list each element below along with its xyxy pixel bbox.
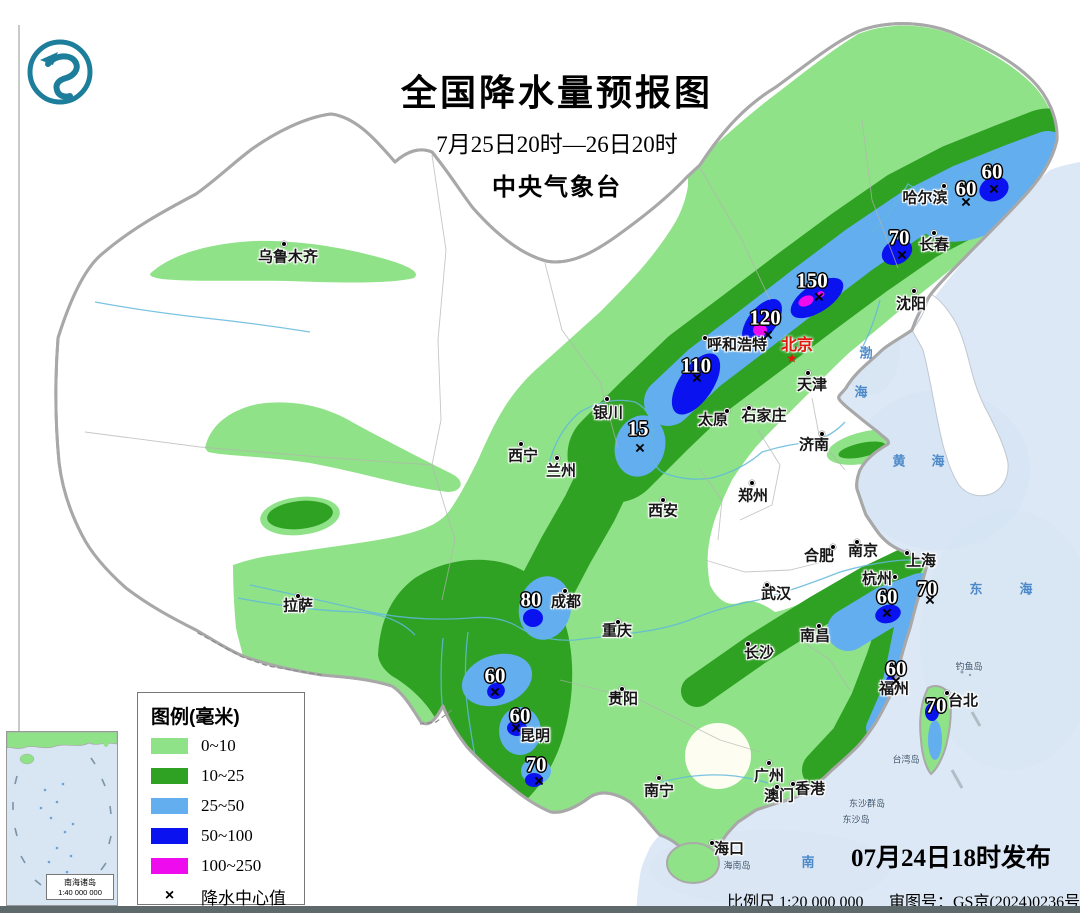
precip-center-symbol: × <box>164 887 175 904</box>
left-frame-line <box>18 25 20 732</box>
inset-scale: 1:40 000 000 <box>58 888 102 897</box>
china-border <box>54 22 1059 870</box>
legend-item-label: 25~50 <box>201 796 245 815</box>
map-header: 全国降水量预报图 7月25日20时—26日20时 中央气象台 <box>401 64 713 202</box>
disputed-border-dashes <box>195 631 453 725</box>
cma-logo-icon <box>22 32 96 113</box>
korea-peninsula <box>911 293 1009 497</box>
legend-item-label: 0~10 <box>201 736 236 755</box>
south-china-sea-inset: 南海诸岛 1:40 000 000 <box>6 731 118 906</box>
inset-label-box: 南海诸岛 1:40 000 000 <box>46 874 114 900</box>
legend: 图例(毫米) 0~10 10~25 25~50 50~100 100~250 × 降水中心值 <box>137 692 305 908</box>
legend-row: 25~50 <box>138 791 304 821</box>
legend-item-label: 100~250 <box>201 856 262 875</box>
province-borders <box>84 119 899 753</box>
precipitation-layer <box>150 25 1058 868</box>
issuing-agency: 中央气象台 <box>491 175 622 201</box>
legend-row: 100~250 <box>138 851 304 881</box>
bottom-bar <box>0 906 1080 913</box>
hainan-island <box>666 842 720 884</box>
legend-title: 图例(毫米) <box>151 707 240 728</box>
legend-item-label: 50~100 <box>201 826 253 845</box>
legend-row: 50~100 <box>138 821 304 851</box>
forecast-period: 7月25日20时—26日20时 <box>436 132 678 157</box>
nine-dash-line <box>12 757 112 895</box>
legend-center-label: 降水中心值 <box>201 888 286 908</box>
legend-swatch <box>151 828 188 844</box>
legend-swatch <box>151 798 188 814</box>
inset-map <box>6 731 118 895</box>
legend-row: 0~10 <box>138 731 304 761</box>
legend-swatch <box>151 858 188 874</box>
legend-rows: 0~10 10~25 25~50 50~100 100~250 × 降水中心值 <box>138 731 304 911</box>
inset-name: 南海诸岛 <box>64 878 96 887</box>
release-time: 07月24日18时发布 <box>850 845 1052 872</box>
legend-row: 10~25 <box>138 761 304 791</box>
taiwan-precip <box>925 703 942 760</box>
legend-swatch <box>151 768 188 784</box>
page-title: 全国降水量预报图 <box>400 73 714 113</box>
diaoyu-islets <box>960 670 972 677</box>
legend-center-row: × 降水中心值 <box>138 881 304 911</box>
legend-item-label: 10~25 <box>201 766 245 785</box>
small-islands <box>950 711 982 789</box>
inset-islands <box>39 782 75 880</box>
legend-swatch <box>151 738 188 754</box>
